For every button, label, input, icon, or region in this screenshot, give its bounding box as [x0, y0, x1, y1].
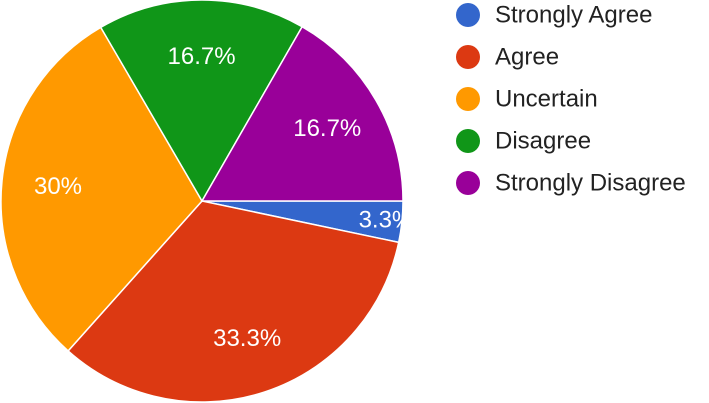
slice-label-strongly-disagree: 16.7%	[293, 115, 361, 142]
legend-label-uncertain: Uncertain	[495, 86, 598, 113]
legend-label-strongly-agree: Strongly Agree	[495, 2, 652, 29]
slice-label-disagree: 16.7%	[168, 43, 236, 70]
legend-swatch-uncertain	[456, 87, 480, 111]
slice-label-uncertain: 30%	[34, 173, 82, 200]
legend: Strongly Agree Agree Uncertain Disagree Stro…	[456, 2, 686, 197]
pie-slice-uncertain	[0, 26, 203, 352]
pie-slice-labels: 3.3% 33.3% 30% 16.7% 16.7%	[34, 43, 413, 352]
pie-slices	[0, 0, 404, 403]
legend-swatch-strongly-disagree	[456, 171, 480, 195]
legend-swatch-disagree	[456, 129, 480, 153]
legend-label-agree: Agree	[495, 44, 559, 71]
legend-swatch-agree	[456, 45, 480, 69]
legend-swatch-strongly-agree	[456, 3, 480, 27]
slice-label-agree: 33.3%	[213, 325, 281, 352]
legend-label-strongly-disagree: Strongly Disagree	[495, 170, 686, 197]
legend-label-disagree: Disagree	[495, 128, 591, 155]
pie-slice-strongly-disagree	[200, 25, 404, 202]
slice-label-strongly-agree: 3.3%	[359, 207, 414, 234]
pie-slice-disagree	[99, 0, 304, 203]
pie-slice-agree	[67, 200, 400, 403]
